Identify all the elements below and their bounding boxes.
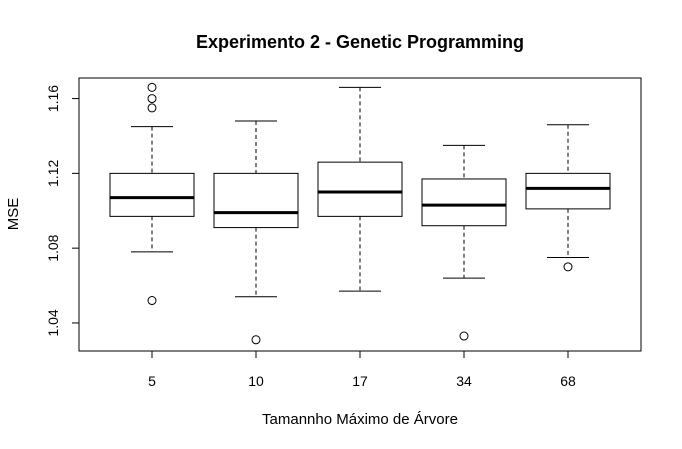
box-iqr [109,172,195,217]
chart-title: Experimento 2 - Genetic Programming [196,32,524,52]
box-iqr [421,178,507,227]
box-group-10 [213,120,299,345]
x-tick-label: 17 [352,373,368,389]
box-group-34 [421,144,507,341]
y-tick-label: 1.08 [45,234,61,261]
x-tick-label: 34 [456,373,472,389]
box-group-68 [525,124,611,272]
box-iqr [317,161,403,217]
x-tick-label: 5 [148,373,156,389]
box-group-5 [109,82,195,306]
outlier-point [147,82,157,92]
y-axis-label: MSE [5,198,22,231]
y-tick-label: 1.16 [45,85,61,112]
outlier-point [251,335,261,345]
x-tick-label: 10 [248,373,264,389]
outlier-point [147,296,157,306]
outlier-point [563,262,573,272]
x-tick-label: 68 [560,373,576,389]
outlier-point [459,331,469,341]
outlier-point [147,94,157,104]
y-tick-label: 1.12 [45,160,61,187]
x-axis-label: Tamannho Máximo de Árvore [262,411,458,428]
outlier-point [147,103,157,113]
box-group-17 [317,86,403,292]
box-iqr [525,172,611,210]
plot-layer [109,82,611,345]
box-iqr [213,172,299,229]
y-tick-label: 1.04 [45,309,61,336]
